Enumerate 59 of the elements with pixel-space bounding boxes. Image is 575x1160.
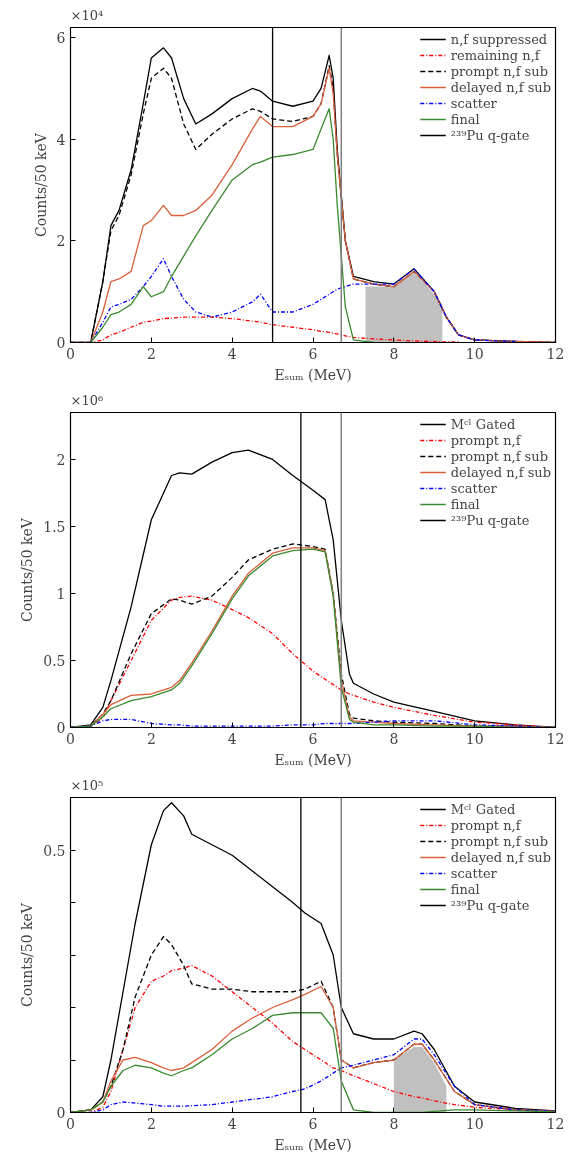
legend-label: n,f suppressed [450, 31, 548, 47]
x-tick-label: 4 [227, 1115, 237, 1132]
x-tick-label: 10 [465, 1115, 484, 1132]
x-tick-label: 12 [546, 730, 565, 747]
legend-label: scatter [450, 865, 497, 881]
legend-label: prompt n,f sub [450, 833, 548, 849]
legend-label: final [450, 111, 480, 127]
x-tick-label: 12 [546, 1115, 565, 1132]
y-axis-title: Counts/50 keV [32, 132, 49, 237]
y-axis-title: Counts/50 keV [19, 517, 36, 622]
x-tick-label: 4 [227, 345, 237, 362]
y-axis-title: Counts/50 keV [19, 902, 36, 1007]
legend-label: scatter [450, 480, 497, 496]
x-tick-label: 10 [465, 345, 484, 362]
legend-label: final [450, 496, 480, 512]
y-tick-label: 0 [56, 1105, 66, 1121]
legend-label: prompt n,f [450, 817, 521, 833]
x-tick-label: 4 [227, 730, 237, 747]
text: ×10⁴ [70, 7, 104, 23]
legend-label: ²³⁹Pu q-gate [450, 512, 530, 528]
legend-label: prompt n,f [450, 432, 521, 448]
x-tick-label: 10 [465, 730, 484, 747]
x-tick-label: 12 [546, 345, 565, 362]
x-axis-title: Eₛᵤₘ (MeV) [274, 751, 352, 768]
text: ×10⁵ [70, 777, 104, 793]
x-axis-title: Eₛᵤₘ (MeV) [274, 366, 352, 383]
x-tick-label: 2 [146, 730, 156, 747]
legend-label: ²³⁹Pu q-gate [450, 897, 530, 913]
x-tick-label: 8 [389, 1115, 399, 1132]
legend-label: final [450, 881, 480, 897]
x-tick-label: 2 [146, 345, 156, 362]
y-tick-label: 2 [56, 233, 66, 250]
x-tick-label: 6 [308, 730, 318, 747]
legend-label: prompt n,f sub [450, 63, 548, 79]
x-tick-label: 6 [308, 345, 318, 362]
legend-label: delayed n,f sub [450, 464, 551, 480]
y-tick-label: 0 [56, 335, 66, 351]
legend-label: Mᶜˡ Gated [450, 801, 516, 817]
x-axis-title: Eₛᵤₘ (MeV) [274, 1136, 352, 1153]
legend-label: remaining n,f [450, 47, 540, 63]
x-tick-label: 8 [389, 345, 399, 362]
text: ×10⁶ [70, 392, 104, 408]
legend-label: ²³⁹Pu q-gate [450, 127, 530, 143]
x-tick-label: 6 [308, 1115, 318, 1132]
x-tick-label: 2 [146, 1115, 156, 1132]
y-tick-label: 1 [56, 585, 66, 602]
legend-label: scatter [450, 95, 497, 111]
legend-label: prompt n,f sub [450, 448, 548, 464]
y-tick-label: 4 [56, 131, 66, 148]
y-tick-label: 0 [56, 720, 66, 736]
legend-label: delayed n,f sub [450, 79, 551, 95]
y-tick-label: 0.5 [43, 652, 66, 669]
y-tick-label: 0.5 [43, 842, 66, 859]
y-tick-label: 1.5 [43, 518, 66, 535]
y-tick-label: 6 [56, 30, 66, 47]
y-tick-label: 2 [56, 451, 66, 468]
x-tick-label: 8 [389, 730, 399, 747]
legend-label: delayed n,f sub [450, 849, 551, 865]
legend-label: Mᶜˡ Gated [450, 416, 516, 432]
